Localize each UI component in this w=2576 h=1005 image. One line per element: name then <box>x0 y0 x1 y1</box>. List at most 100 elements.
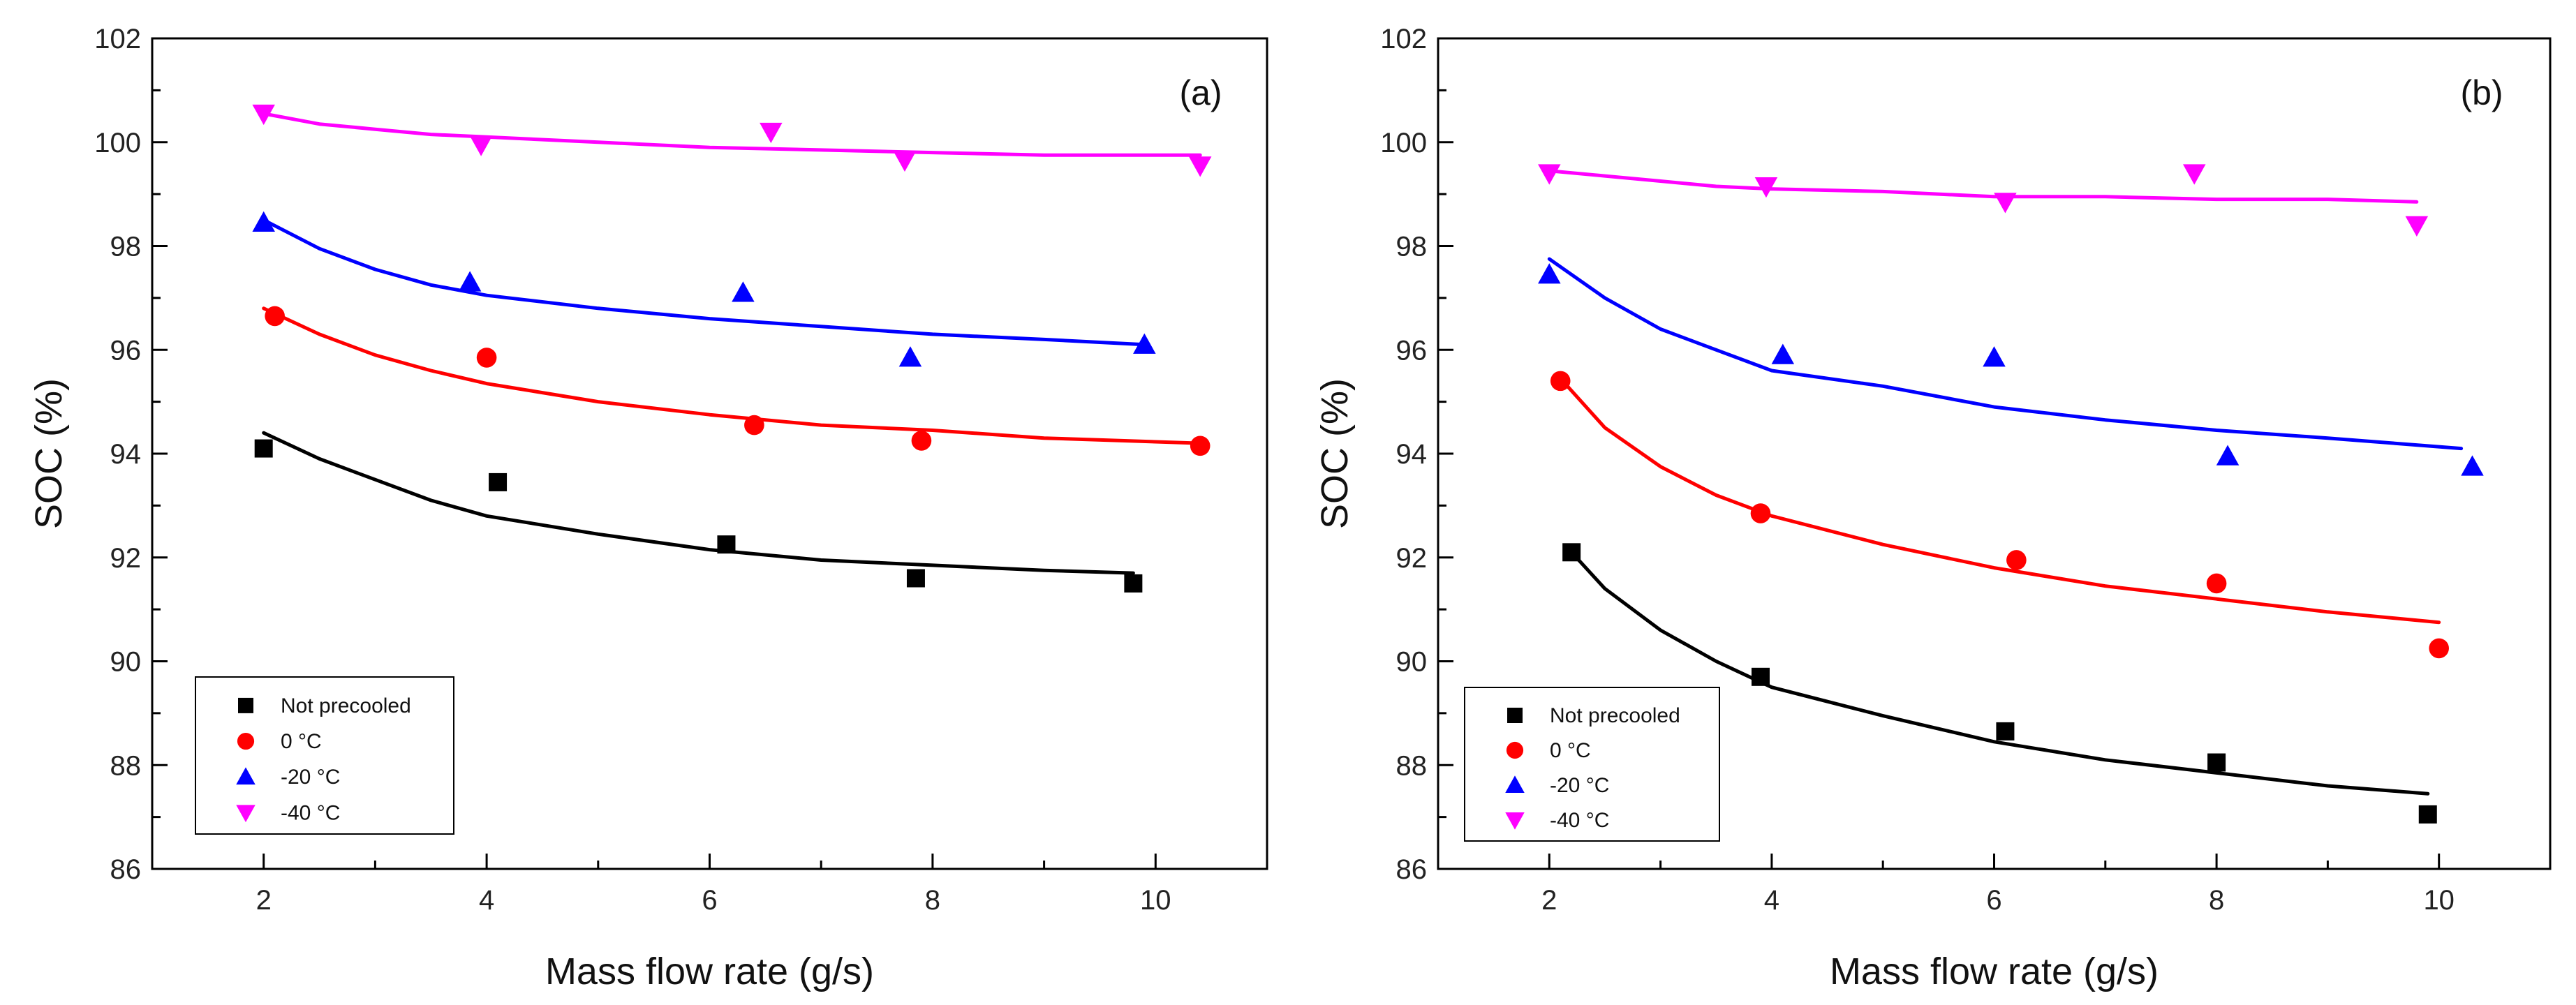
data-point-series-3 <box>1538 164 1561 185</box>
data-point-series-2 <box>2461 455 2484 476</box>
data-point-series-2 <box>732 281 755 302</box>
x-axis-title: Mass flow rate (g/s) <box>545 951 874 992</box>
panel-b: 2 4 6 8 10 86 88 90 92 94 96 98 100 102 Mass flow rate… <box>1314 24 2552 992</box>
data-point-series-0 <box>489 472 508 491</box>
y-tick-label: 98 <box>1396 232 1428 262</box>
legend: Not precooled 0 °C -20 °C -40 °C <box>1464 687 1720 842</box>
data-point-series-1 <box>476 348 497 368</box>
x-tick-label: 2 <box>256 885 272 916</box>
x-tick-label: 4 <box>1764 885 1779 916</box>
legend-label-2: -20 °C <box>1550 774 1609 797</box>
legend-label-2: -20 °C <box>281 766 340 789</box>
data-point-series-0 <box>1124 574 1143 593</box>
legend-label-0: Not precooled <box>281 694 411 717</box>
y-tick-label: 100 <box>94 128 141 158</box>
data-point-series-3 <box>760 122 783 144</box>
legend-marker-1 <box>1506 741 1524 759</box>
y-tick-label: 94 <box>1396 439 1428 470</box>
fit-curve-2 <box>262 218 1146 347</box>
data-point-series-1 <box>1190 436 1211 456</box>
data-point-series-2 <box>1771 343 1795 364</box>
data-point-series-1 <box>1550 371 1571 392</box>
data-point-series-2 <box>1538 263 1561 284</box>
x-tick-label: 6 <box>702 885 717 916</box>
data-point-series-3 <box>2182 164 2206 185</box>
y-tick-label: 86 <box>1396 854 1428 885</box>
data-point-series-0 <box>254 439 273 458</box>
data-point-series-0 <box>717 535 736 554</box>
data-point-series-1 <box>911 431 932 451</box>
x-tick-label: 2 <box>1541 885 1557 916</box>
data-point-series-0 <box>1751 667 1770 686</box>
data-point-series-3 <box>893 151 917 172</box>
legend-label-3: -40 °C <box>1550 809 1609 832</box>
legend-marker-0 <box>1507 708 1523 723</box>
y-tick-label: 88 <box>110 750 142 781</box>
x-tick-label: 10 <box>2423 885 2455 916</box>
panel-label: (a) <box>1179 73 1222 112</box>
data-point-series-0 <box>2418 805 2437 824</box>
legend-marker-2 <box>1505 775 1525 793</box>
x-tick-label: 6 <box>1986 885 2001 916</box>
panel-label: (b) <box>2460 73 2503 112</box>
fit-curve-2 <box>1547 257 2464 451</box>
x-tick-label: 4 <box>479 885 494 916</box>
y-tick-label: 90 <box>1396 647 1428 678</box>
legend-label-3: -40 °C <box>281 801 340 824</box>
legend-marker-3 <box>236 805 256 823</box>
legend-marker-0 <box>238 697 253 713</box>
panel-a: 2 4 6 8 10 86 88 90 92 94 96 98 100 102 Mass flow rate… <box>28 24 1268 992</box>
y-tick-label: 102 <box>1380 24 1427 54</box>
legend-marker-1 <box>237 732 255 750</box>
legend-label-1: 0 °C <box>1550 739 1591 762</box>
data-point-series-2 <box>1133 333 1156 354</box>
y-tick-label: 96 <box>110 335 142 366</box>
data-point-series-3 <box>469 135 493 156</box>
legend-marker-2 <box>236 767 256 785</box>
y-axis-title: SOC (%) <box>1314 378 1356 529</box>
data-point-series-1 <box>265 306 285 327</box>
y-tick-label: 92 <box>1396 543 1428 574</box>
fit-curve-0 <box>262 431 1135 575</box>
y-tick-label: 88 <box>1396 750 1428 781</box>
fit-curve-1 <box>262 306 1202 445</box>
y-tick-label: 102 <box>94 24 141 54</box>
fit-curve-1 <box>1558 376 2441 625</box>
data-point-series-1 <box>2206 573 2227 594</box>
data-point-series-3 <box>1994 193 2017 214</box>
data-point-series-2 <box>252 211 275 232</box>
fit-curve-0 <box>1569 550 2430 796</box>
data-point-series-3 <box>2405 216 2429 237</box>
x-axis-title: Mass flow rate (g/s) <box>1830 951 2159 992</box>
legend-label-0: Not precooled <box>1550 704 1680 727</box>
data-point-series-1 <box>744 415 764 436</box>
data-point-series-2 <box>458 271 482 292</box>
legend: Not precooled 0 °C -20 °C -40 °C <box>195 676 454 835</box>
data-point-series-0 <box>906 569 925 588</box>
data-point-series-1 <box>2006 550 2027 570</box>
data-point-series-2 <box>1983 346 2006 367</box>
y-tick-label: 92 <box>110 543 142 574</box>
data-point-series-0 <box>1562 543 1581 562</box>
fit-curve-3 <box>1547 169 2419 204</box>
x-tick-label: 8 <box>925 885 940 916</box>
data-point-series-1 <box>2429 638 2449 659</box>
y-tick-label: 86 <box>110 854 142 885</box>
data-point-series-1 <box>1750 503 1771 523</box>
data-point-series-3 <box>252 104 275 126</box>
data-point-series-2 <box>898 346 922 367</box>
data-point-series-0 <box>2207 753 2226 772</box>
fit-curve-3 <box>262 112 1202 157</box>
x-tick-label: 10 <box>1140 885 1171 916</box>
y-tick-label: 98 <box>110 232 142 262</box>
data-point-series-3 <box>1188 156 1212 177</box>
legend-marker-3 <box>1505 812 1525 830</box>
x-tick-label: 8 <box>2209 885 2224 916</box>
data-point-series-3 <box>1754 177 1778 198</box>
legend-label-1: 0 °C <box>281 730 322 753</box>
y-tick-label: 100 <box>1380 128 1427 158</box>
y-tick-label: 96 <box>1396 335 1428 366</box>
y-tick-label: 94 <box>110 439 142 470</box>
y-tick-label: 90 <box>110 647 142 678</box>
